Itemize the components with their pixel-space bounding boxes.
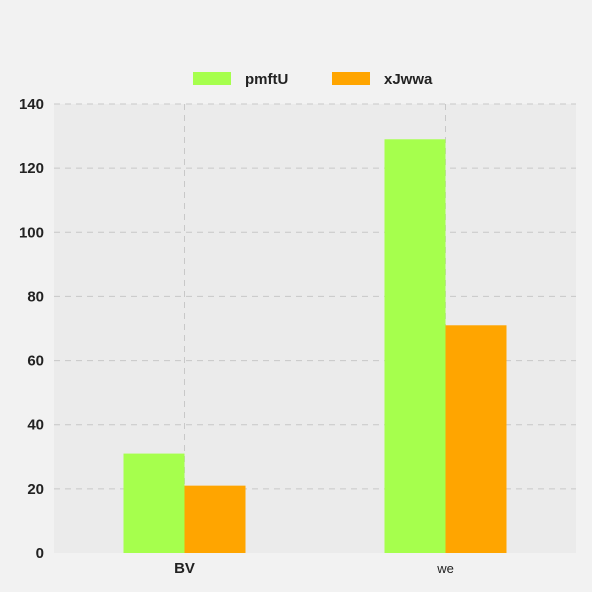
legend-swatch-xJwwa: [332, 72, 370, 85]
legend: pmftU xJwwa: [193, 71, 433, 88]
bar-xJwwa-we: [445, 325, 507, 553]
y-tick-label: 20: [27, 481, 44, 498]
y-axis-ticks: 0 20 40 60 80 100 120 140: [19, 96, 44, 562]
bars: [123, 139, 507, 553]
x-tick-label: BV: [174, 560, 195, 577]
y-tick-label: 140: [19, 96, 44, 113]
bar-pmftU-BV: [123, 453, 185, 553]
y-tick-label: 80: [27, 288, 44, 305]
x-tick-label: we: [436, 561, 454, 576]
y-tick-label: 100: [19, 224, 44, 241]
y-tick-label: 40: [27, 417, 44, 434]
legend-label-pmftU: pmftU: [245, 71, 288, 88]
x-axis-ticks: BV we: [174, 560, 454, 577]
y-tick-label: 60: [27, 353, 44, 370]
bar-xJwwa-BV: [184, 485, 246, 553]
y-tick-label: 120: [19, 160, 44, 177]
legend-label-xJwwa: xJwwa: [384, 71, 433, 88]
y-tick-label: 0: [36, 545, 44, 562]
bar-pmftU-we: [384, 139, 446, 553]
legend-swatch-pmftU: [193, 72, 231, 85]
